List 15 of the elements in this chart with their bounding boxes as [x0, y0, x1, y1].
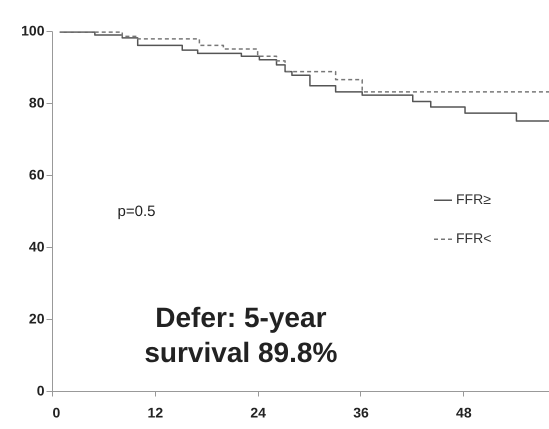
y-tick-label: 80	[28, 94, 45, 110]
legend-label: FFR<	[456, 230, 492, 246]
x-tick-label: 12	[148, 404, 164, 420]
legend-label: FFR≥	[456, 191, 492, 208]
x-tick-label: 36	[353, 404, 369, 420]
y-tick-label: 100	[21, 22, 45, 38]
x-tick-label: 24	[250, 404, 266, 420]
y-tick-label: 60	[28, 166, 45, 182]
x-tick-label: 0	[52, 404, 60, 420]
y-tick-label: 40	[28, 238, 45, 254]
annotation: Defer: 5-year survival 89.8%	[144, 302, 338, 368]
y-tick-label: 0	[36, 382, 45, 398]
x-tick-label: 48	[456, 404, 472, 420]
annotation: p=0.5	[118, 203, 156, 220]
y-tick-label: 20	[28, 310, 45, 326]
